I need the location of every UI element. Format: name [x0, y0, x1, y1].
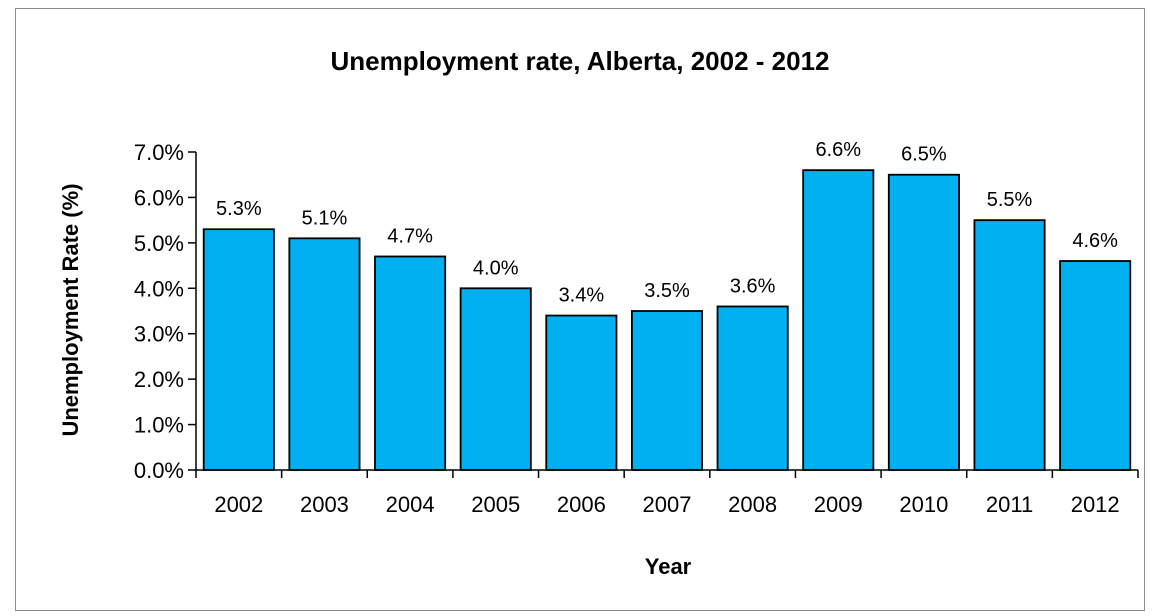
bar-2006 [545, 314, 618, 471]
x-tick-label-2005: 2005 [471, 492, 520, 517]
x-tick-label-2007: 2007 [643, 492, 692, 517]
data-label-2007: 3.5% [644, 280, 690, 302]
y-tick-label: 4.0% [134, 276, 184, 301]
y-tick-label: 6.0% [134, 185, 184, 210]
bar-2012 [1059, 260, 1132, 471]
y-tick-label: 7.0% [134, 140, 184, 165]
bar-2002 [202, 228, 275, 471]
x-axis-title: Year [645, 554, 692, 579]
bar-2003 [288, 237, 361, 471]
data-label-2009: 6.6% [815, 139, 861, 161]
x-tick-label-2006: 2006 [557, 492, 606, 517]
x-tick-label-2008: 2008 [728, 492, 777, 517]
data-label-2008: 3.6% [730, 275, 776, 297]
y-tick-label: 2.0% [134, 367, 184, 392]
y-tick-label: 5.0% [134, 231, 184, 256]
data-label-2004: 4.7% [387, 225, 433, 247]
bar-2008 [716, 305, 789, 471]
x-tick-label-2009: 2009 [814, 492, 863, 517]
data-label-2011: 5.5% [987, 189, 1033, 211]
x-tick-label-2012: 2012 [1071, 492, 1120, 517]
x-tick-label-2003: 2003 [300, 492, 349, 517]
bars: 5.3% 5.1% 4.7% 4.0% 3.4% 3.5% 3.6% 6.6% 6.5% 5.5%… [202, 139, 1132, 471]
bar-2009 [802, 169, 875, 471]
x-axis: 2002 2003 2004 2005 2006 2007 2008 2009 2010 2011… [195, 469, 1139, 517]
data-label-2012: 4.6% [1072, 230, 1118, 252]
data-label-2003: 5.1% [302, 207, 348, 229]
chart-title: Unemployment rate, Alberta, 2002 - 2012 [330, 46, 829, 76]
x-tick-label-2011: 2011 [986, 492, 1033, 517]
x-tick-label-2010: 2010 [899, 492, 948, 517]
bar-2011 [973, 219, 1046, 471]
bar-2004 [374, 255, 447, 471]
y-axis: 0.0% 1.0% 2.0% 3.0% 4.0% 5.0% 6.0% 7.0% [134, 140, 197, 483]
bar-2007 [630, 310, 704, 471]
bar-2010 [887, 173, 960, 471]
y-tick-label: 0.0% [134, 458, 184, 483]
y-tick-label: 3.0% [134, 322, 184, 347]
data-label-2006: 3.4% [559, 285, 605, 307]
x-tick-label-2002: 2002 [214, 492, 263, 517]
data-label-2010: 6.5% [901, 144, 947, 166]
data-label-2002: 5.3% [216, 198, 262, 220]
y-tick-label: 1.0% [134, 413, 184, 438]
x-tick-label-2004: 2004 [386, 492, 435, 517]
bar-2005 [459, 287, 532, 471]
data-label-2005: 4.0% [473, 257, 519, 279]
y-axis-title: Unemployment Rate (%) [58, 183, 83, 436]
